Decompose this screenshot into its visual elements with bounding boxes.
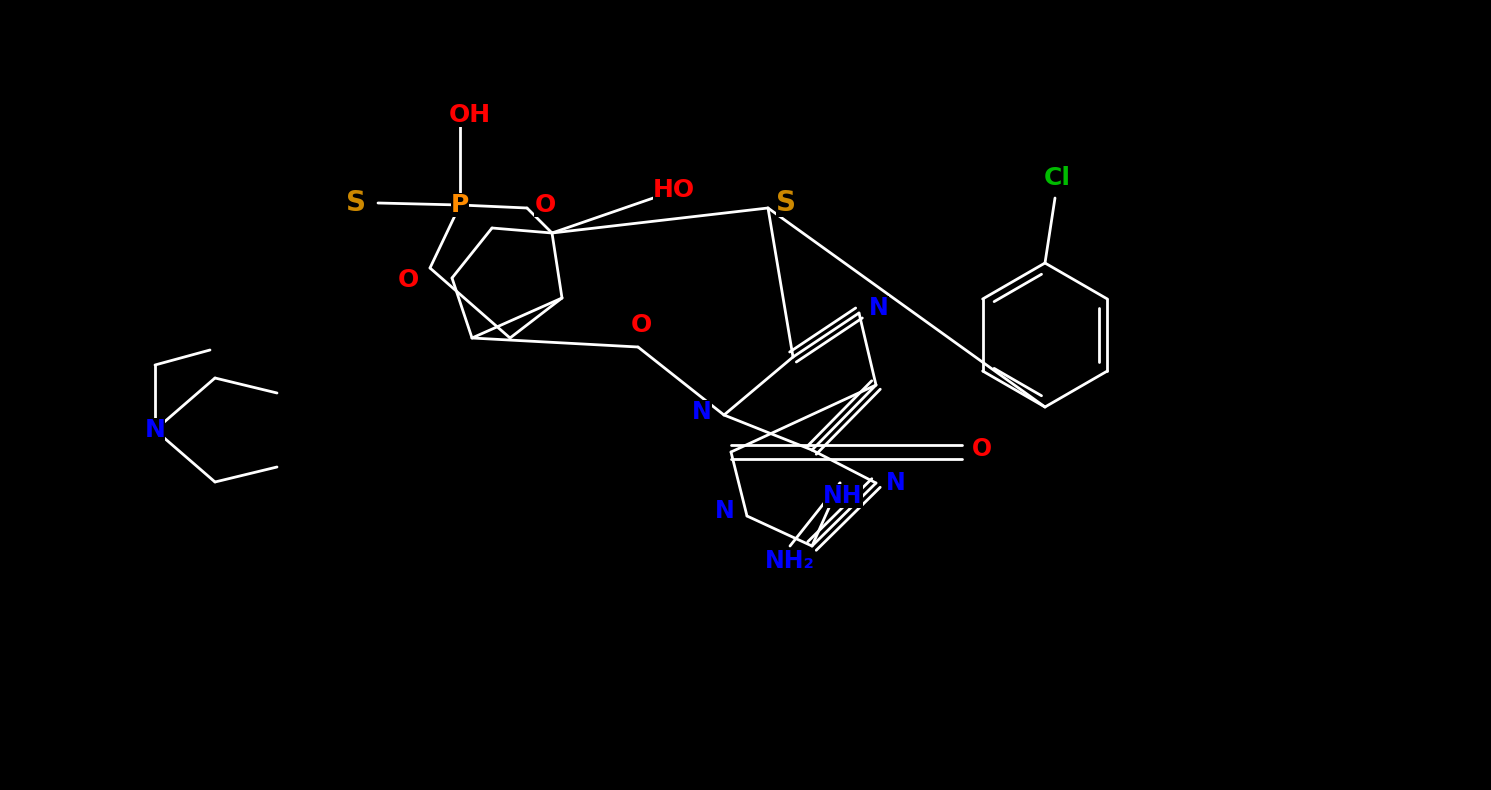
- Text: O: O: [534, 193, 556, 217]
- Text: HO: HO: [653, 178, 695, 202]
- Text: P: P: [450, 193, 470, 217]
- Text: Cl: Cl: [1044, 166, 1071, 190]
- Text: O: O: [398, 268, 419, 292]
- Text: N: N: [869, 296, 889, 320]
- Text: OH: OH: [449, 103, 491, 127]
- Text: N: N: [716, 499, 735, 523]
- Text: N: N: [886, 471, 907, 495]
- Text: NH: NH: [823, 484, 863, 508]
- Text: S: S: [346, 189, 365, 217]
- Text: O: O: [972, 437, 992, 461]
- Text: NH₂: NH₂: [765, 549, 816, 573]
- Text: N: N: [145, 418, 166, 442]
- Text: N: N: [692, 400, 711, 424]
- Text: O: O: [631, 313, 652, 337]
- Text: S: S: [775, 189, 796, 217]
